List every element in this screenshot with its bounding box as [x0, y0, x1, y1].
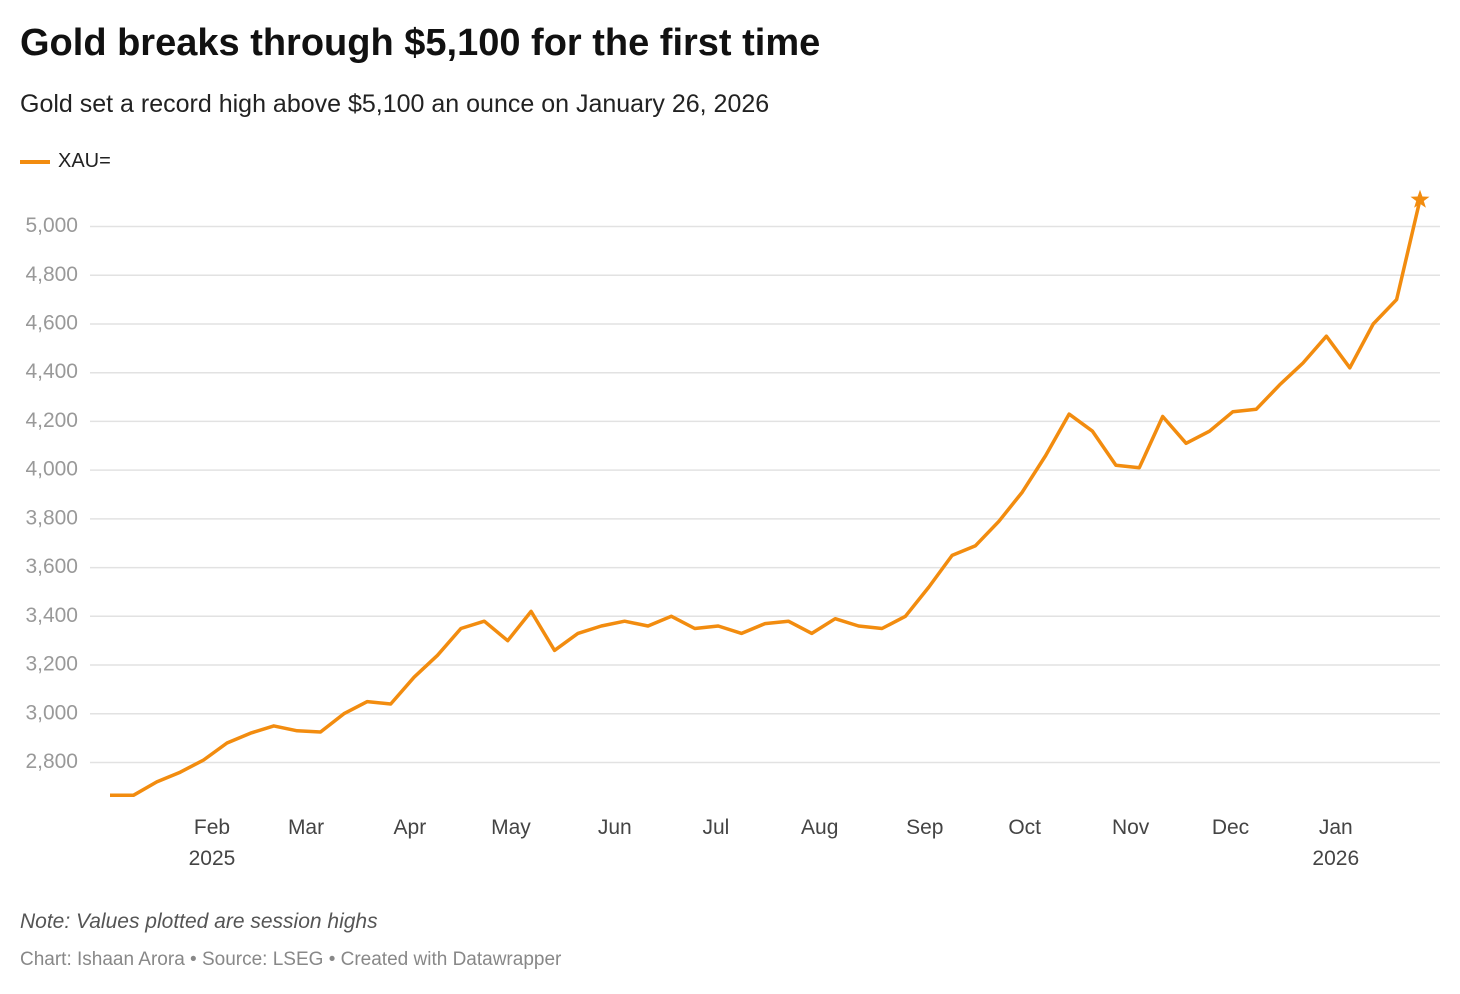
y-tick-label: 4,200: [25, 409, 78, 432]
x-tick-label: Nov: [1111, 816, 1150, 839]
chart-title: Gold breaks through $5,100 for the first…: [20, 22, 821, 64]
y-tick-label: 4,800: [25, 263, 78, 286]
x-tick-label: Jul: [702, 816, 730, 839]
x-tick-label: Dec: [1211, 816, 1250, 839]
x-tick-label: Feb 2025: [188, 816, 236, 870]
legend: XAU=: [20, 150, 111, 173]
y-tick-label: 4,400: [25, 360, 78, 383]
y-tick-label: 4,000: [25, 458, 78, 481]
chart-subtitle: Gold set a record high above $5,100 an o…: [20, 90, 770, 118]
y-tick-label: 4,600: [25, 312, 78, 335]
y-tick-label: 3,200: [25, 653, 78, 676]
x-tick-label: Sep: [906, 816, 944, 839]
y-tick-label: 3,800: [25, 506, 78, 529]
y-tick-label: 3,000: [25, 701, 78, 724]
y-tick-label: 3,400: [25, 604, 78, 627]
x-tick-label: Apr: [393, 816, 427, 839]
source: Chart: Ishaan Arora • Source: LSEG • Cre…: [20, 949, 562, 970]
legend-swatch: [20, 159, 50, 164]
legend-label: XAU=: [58, 150, 111, 172]
series-line: [110, 199, 1422, 798]
x-tick-label: Aug: [801, 816, 839, 839]
x-tick-label: Jun: [597, 816, 632, 839]
y-tick-label: 5,000: [25, 214, 78, 237]
x-tick-label: Jan 2026: [1312, 816, 1360, 870]
end-marker: [1410, 189, 1430, 208]
y-tick-label: 2,800: [25, 750, 78, 773]
x-tick-label: May: [491, 816, 531, 839]
y-tick-label: 3,600: [25, 555, 78, 578]
x-tick-label: Mar: [287, 816, 325, 839]
note: Note: Values plotted are session highs: [20, 910, 378, 933]
x-tick-label: Oct: [1008, 816, 1041, 839]
